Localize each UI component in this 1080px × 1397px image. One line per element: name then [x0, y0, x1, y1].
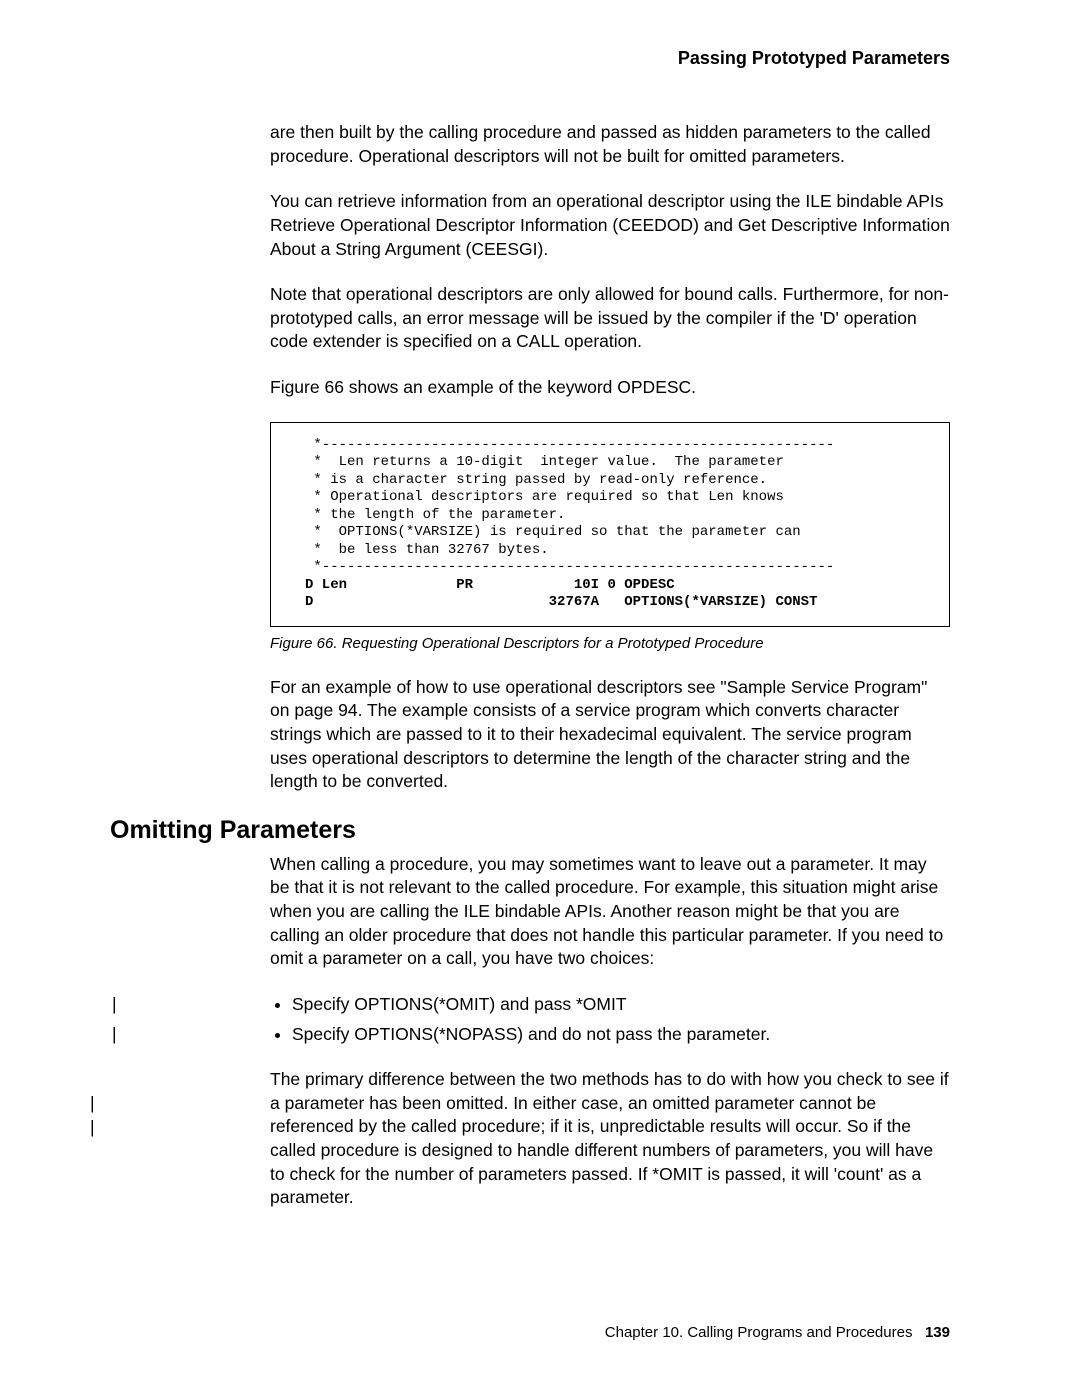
code-dspec-1: D Len PR 10I 0 OPDESC — [305, 577, 675, 593]
change-bar-4: | — [90, 1116, 95, 1210]
code-comment-2: * is a character string passed by read-o… — [305, 472, 767, 488]
paragraph-6: When calling a procedure, you may someti… — [270, 853, 950, 971]
paragraph-3: Note that operational descriptors are on… — [270, 283, 950, 354]
bullet-item-1: | Specify OPTIONS(*OMIT) and pass *OMIT — [292, 993, 950, 1017]
paragraph-1: are then built by the calling procedure … — [270, 121, 950, 168]
page-footer: Chapter 10. Calling Programs and Procedu… — [605, 1324, 950, 1341]
code-dspec-2: D 32767A OPTIONS(*VARSIZE) CONST — [305, 594, 817, 610]
section-heading-omitting: Omitting Parameters — [110, 816, 980, 845]
paragraph-2: You can retrieve information from an ope… — [270, 190, 950, 261]
paragraph-5: For an example of how to use operational… — [270, 676, 950, 794]
bullet-item-2: | Specify OPTIONS(*NOPASS) and do not pa… — [292, 1023, 950, 1047]
code-rule-bottom: *---------------------------------------… — [305, 559, 834, 575]
paragraph-4: Figure 66 shows an example of the keywor… — [270, 376, 950, 400]
code-rule-top: *---------------------------------------… — [305, 437, 834, 453]
change-bar-1: | — [112, 993, 117, 1017]
page-header-title: Passing Prototyped Parameters — [100, 48, 950, 69]
code-comment-5: * OPTIONS(*VARSIZE) is required so that … — [305, 524, 801, 540]
footer-chapter: Chapter 10. Calling Programs and Procedu… — [605, 1324, 913, 1341]
bullet-list: | Specify OPTIONS(*OMIT) and pass *OMIT … — [270, 993, 950, 1046]
change-bar-2: | — [112, 1023, 117, 1047]
code-comment-6: * be less than 32767 bytes. — [305, 542, 549, 558]
code-comment-3: * Operational descriptors are required s… — [305, 489, 784, 505]
footer-page-number: 139 — [925, 1324, 950, 1341]
code-figure-box: *---------------------------------------… — [270, 422, 950, 627]
bullet-text-1: Specify OPTIONS(*OMIT) and pass *OMIT — [292, 994, 627, 1014]
code-comment-1: * Len returns a 10-digit integer value. … — [305, 454, 784, 470]
figure-caption: Figure 66. Requesting Operational Descri… — [270, 635, 950, 652]
code-comment-4: * the length of the parameter. — [305, 507, 565, 523]
paragraph-7: The primary difference between the two m… — [270, 1068, 950, 1210]
bullet-text-2: Specify OPTIONS(*NOPASS) and do not pass… — [292, 1024, 770, 1044]
